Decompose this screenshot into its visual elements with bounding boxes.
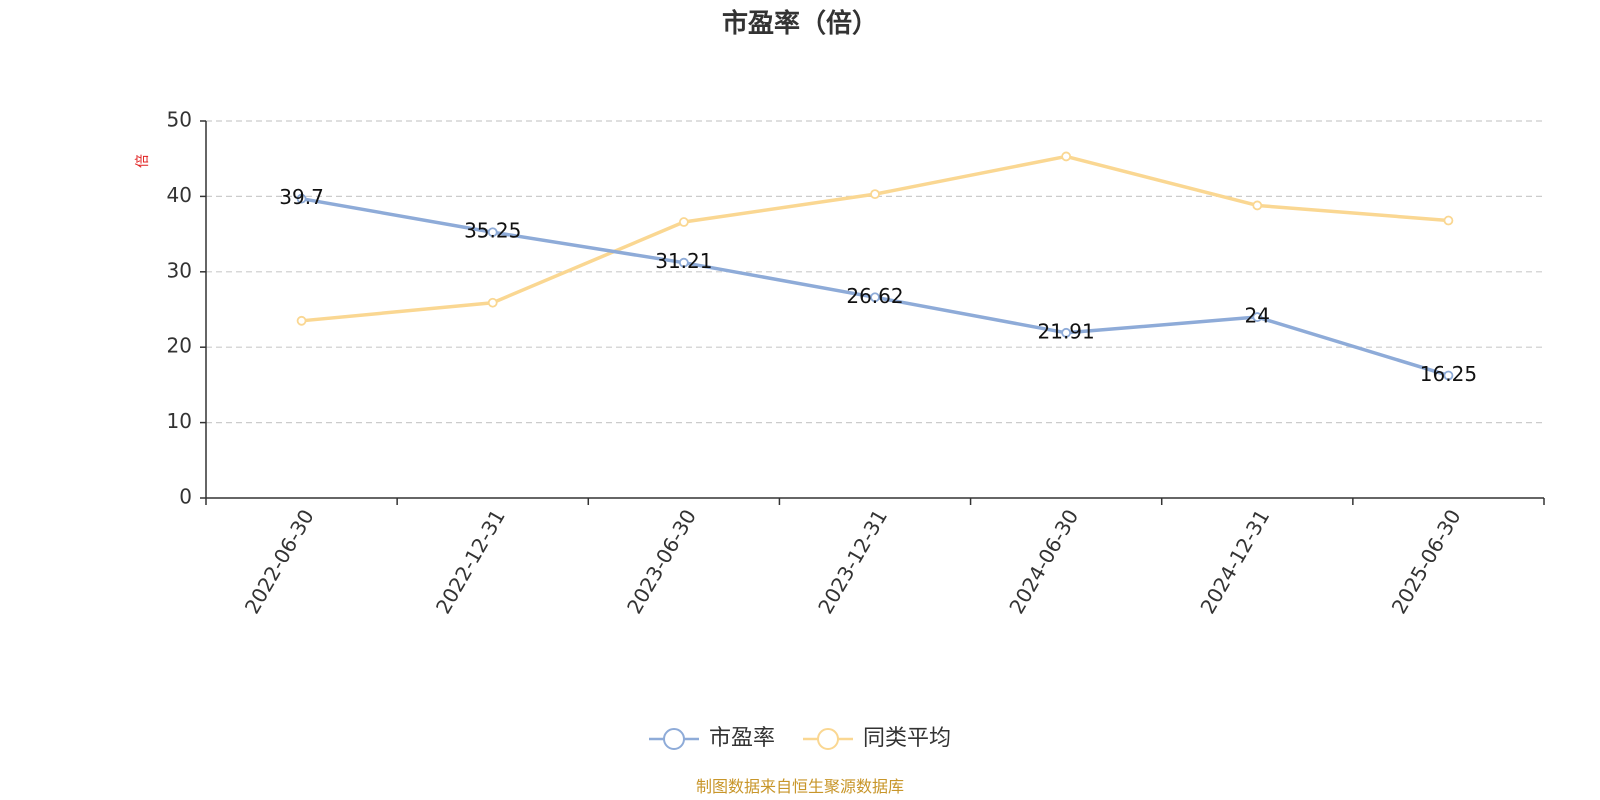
series-1-point[interactable] [1061,151,1072,162]
data-label: 26.62 [846,284,903,308]
legend-label: 市盈率 [709,726,775,751]
y-tick-label: 10 [167,409,192,433]
series-0-point[interactable] [1252,312,1263,322]
data-label: 39.7 [279,185,324,209]
series-0-point[interactable] [487,227,498,238]
legend-item-0[interactable]: 市盈率 [649,726,775,751]
data-label: 21.91 [1038,319,1095,343]
data-label: 31.21 [655,249,712,273]
x-tick-label: 2025-06-30 [1387,505,1466,618]
series-lines [296,151,1454,381]
series-0-point[interactable] [870,292,880,303]
x-tick-label: 2024-12-31 [1195,505,1274,618]
source-note: 制图数据来自恒生聚源数据库 [696,777,904,796]
y-tick-label: 40 [167,183,192,207]
x-tick-label: 2023-12-31 [813,505,892,618]
series-0-point[interactable] [1061,327,1072,338]
legend-marker [663,728,685,750]
x-tick-label: 2023-06-30 [622,505,701,618]
series-1-point[interactable] [1252,200,1263,211]
series-0-point[interactable] [296,193,307,204]
series-0-point[interactable] [1443,370,1454,381]
legend-item-1[interactable]: 同类平均 [803,726,951,751]
y-tick-label: 50 [167,108,192,132]
series-1-point[interactable] [1443,215,1454,226]
series-1-point[interactable] [296,315,307,326]
data-label: 35.25 [464,219,521,243]
x-tick-label: 2022-06-30 [240,505,319,618]
axes: 0 10 20 30 40 50 2022-06-30 2022-12-31 2023-06-3… [167,108,1545,618]
data-label: 16.25 [1420,362,1477,386]
grid-lines [206,120,1544,424]
y-tick-label: 0 [179,485,192,509]
legend-marker [817,728,839,750]
y-axis-unit-label: 倍 [135,154,151,168]
series-1-point[interactable] [678,217,689,227]
y-tick-label: 30 [167,258,192,282]
x-tick-label: 2024-06-30 [1004,505,1083,618]
series-1-point[interactable] [870,189,880,200]
data-label: 24 [1245,304,1270,328]
chart-title: 市盈率（倍） [722,8,878,39]
y-tick-label: 20 [167,334,192,358]
series-0-point[interactable] [678,257,689,268]
series-1-point[interactable] [487,297,498,308]
data-labels: 39.7 35.25 31.21 26.62 21.91 24 16.25 [279,185,1477,386]
legend-label: 同类平均 [863,726,951,751]
legend[interactable]: 市盈率 同类平均 [649,726,951,751]
x-tick-label: 2022-12-31 [431,505,510,618]
